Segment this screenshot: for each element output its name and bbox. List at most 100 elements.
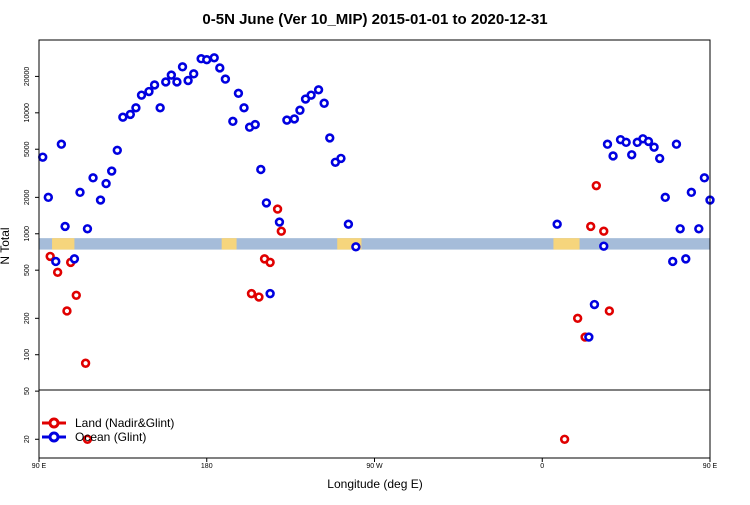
- ocean-point: [306, 90, 316, 100]
- ocean-point: [660, 192, 670, 203]
- ocean-point: [118, 112, 128, 122]
- ocean-point: [289, 114, 300, 124]
- ocean-point: [313, 85, 324, 95]
- ocean-point: [43, 192, 54, 203]
- y-axis-label: N Total: [0, 227, 12, 264]
- ocean-point: [608, 151, 618, 161]
- ocean-point: [95, 195, 106, 205]
- land-point: [45, 251, 55, 262]
- land-point: [591, 180, 602, 191]
- land-point: [82, 434, 93, 444]
- ocean-point: [282, 115, 292, 125]
- legend-ocean-marker: [48, 431, 60, 443]
- ocean-point: [189, 69, 199, 79]
- land-segment: [553, 238, 580, 250]
- y-tick-label: 1000: [24, 226, 31, 242]
- land-point: [62, 306, 72, 316]
- land-point: [71, 290, 81, 300]
- y-tick-label: 10000: [24, 103, 31, 123]
- x-tick-label: 180: [201, 463, 213, 470]
- ocean-point: [671, 139, 682, 149]
- land-point: [254, 292, 264, 302]
- land-point: [572, 313, 583, 324]
- land-point: [604, 306, 615, 316]
- y-tick-label: 200: [24, 312, 31, 324]
- coverage-band: [39, 238, 710, 250]
- ocean-point: [261, 198, 272, 208]
- land-point: [265, 257, 275, 268]
- ocean-point: [202, 54, 212, 65]
- legend-ocean-label: Ocean (Glint): [75, 430, 146, 444]
- y-tick-label: 100: [24, 349, 31, 361]
- ocean-point: [149, 80, 160, 90]
- chart-title: 0-5N June (Ver 10_MIP) 2015-01-01 to 202…: [202, 11, 547, 28]
- ocean-point: [112, 145, 122, 155]
- band-layer: [39, 238, 710, 250]
- ocean-point: [274, 217, 285, 227]
- legend: Land (Nadir&Glint) Ocean (Glint): [42, 416, 174, 444]
- ocean-point: [336, 153, 346, 164]
- ocean-point: [686, 187, 697, 198]
- points-layer: [38, 53, 715, 444]
- ocean-point: [106, 166, 117, 176]
- x-tick-label: 90 E: [32, 463, 47, 470]
- ocean-point: [552, 219, 562, 229]
- ocean-point: [88, 173, 98, 183]
- ocean-point: [256, 164, 266, 175]
- land-segment: [52, 238, 75, 250]
- land-point: [559, 434, 570, 444]
- ocean-point: [166, 70, 177, 80]
- ocean-point: [125, 109, 136, 120]
- x-tick-label: 90 E: [703, 463, 718, 470]
- ocean-point: [343, 219, 354, 229]
- ocean-point: [295, 105, 305, 115]
- y-tick-label: 20000: [24, 67, 31, 87]
- ocean-point: [228, 116, 238, 127]
- ocean-point: [668, 256, 678, 267]
- ocean-point: [220, 74, 231, 84]
- ocean-point: [161, 77, 171, 87]
- ocean-point: [82, 224, 93, 234]
- ocean-point: [584, 332, 594, 342]
- ocean-point: [38, 152, 48, 162]
- ocean-point: [694, 224, 704, 234]
- ocean-point: [209, 53, 219, 63]
- ocean-point: [131, 103, 141, 113]
- land-point: [276, 226, 287, 236]
- plot-frame: [38, 39, 711, 459]
- y-tick-label: 5000: [24, 141, 31, 157]
- ocean-point: [265, 288, 275, 299]
- axis-layer: 90 E 180 90 W 0 90 E 20 50 100 200 500 1000 2000 500…: [24, 67, 718, 470]
- land-point: [246, 288, 257, 299]
- ocean-point: [699, 173, 710, 183]
- ocean-point: [51, 256, 61, 267]
- ocean-point: [681, 254, 691, 264]
- ocean-point: [215, 63, 225, 73]
- ocean-point: [233, 88, 244, 99]
- legend-land-marker: [48, 417, 60, 429]
- ocean-point: [599, 241, 609, 251]
- y-tick-label: 50: [24, 387, 31, 395]
- ocean-point: [250, 119, 260, 130]
- land-point: [599, 226, 609, 236]
- ocean-point: [589, 299, 600, 310]
- ocean-point: [239, 103, 249, 113]
- ocean-point: [621, 137, 631, 148]
- ocean-point: [101, 178, 111, 189]
- ocean-point: [177, 62, 188, 72]
- ocean-point: [69, 254, 80, 264]
- land-point: [80, 358, 91, 368]
- land-point: [272, 204, 283, 214]
- x-axis-label: Longitude (deg E): [327, 477, 422, 491]
- ocean-point: [649, 142, 659, 152]
- land-point: [586, 221, 596, 232]
- ocean-point: [325, 133, 335, 143]
- y-tick-label: 500: [24, 264, 31, 276]
- x-tick-label: 0: [540, 463, 544, 470]
- ocean-point: [643, 136, 654, 147]
- land-segment: [337, 238, 362, 250]
- ocean-point: [144, 86, 154, 97]
- ocean-point: [155, 103, 165, 113]
